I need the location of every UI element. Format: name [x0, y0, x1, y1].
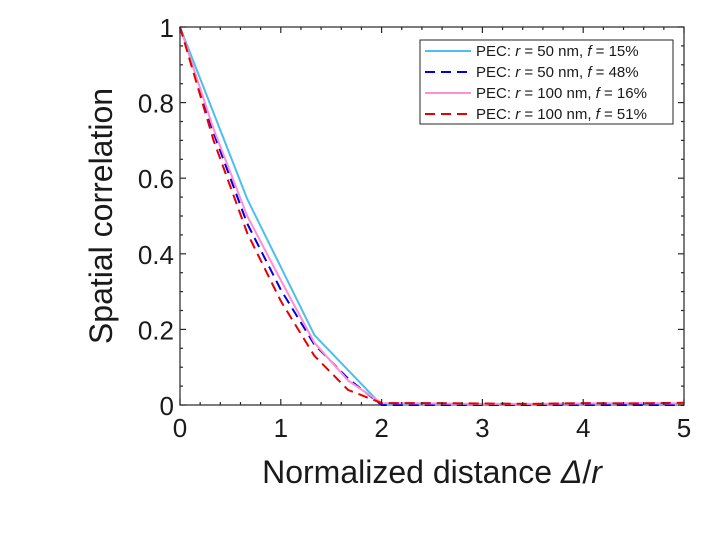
legend-entry: PEC: r = 50 nm, f = 15%	[425, 43, 639, 60]
x-tick-label: 4	[576, 413, 590, 443]
y-axis-label: Spatial correlation	[83, 88, 119, 344]
y-tick-label: 1	[160, 13, 174, 43]
x-tick-label: 1	[274, 413, 288, 443]
y-tick-label: 0.2	[138, 315, 174, 345]
y-tick-label: 0.8	[138, 89, 174, 119]
y-tick-label: 0.4	[138, 240, 174, 270]
legend-label: PEC: r = 50 nm, f = 48%	[476, 64, 639, 81]
x-tick-labels: 0 1 2 3 4 5	[173, 413, 691, 443]
legend-box	[419, 39, 674, 125]
y-tick-label: 0.6	[138, 164, 174, 194]
x-tick-label: 0	[173, 413, 187, 443]
x-axis-label-slash: /	[582, 454, 591, 490]
y-tick-labels: 0 0.2 0.4 0.6 0.8 1	[138, 13, 174, 421]
legend: PEC: r = 50 nm, f = 15% PEC: r = 50 nm, …	[419, 39, 674, 125]
y-tick-label: 0	[160, 391, 174, 421]
tick-layer	[179, 26, 685, 406]
legend-label: PEC: r = 100 nm, f = 51%	[476, 106, 647, 123]
x-tick-label: 2	[374, 413, 388, 443]
x-tick-label: 3	[475, 413, 489, 443]
x-axis-label-r: r	[591, 454, 603, 490]
legend-entry: PEC: r = 100 nm, f = 16%	[425, 85, 647, 102]
legend-entry: PEC: r = 50 nm, f = 48%	[425, 64, 639, 81]
x-axis-label: Normalized distance Δ/r	[262, 454, 603, 490]
legend-entry: PEC: r = 100 nm, f = 51%	[425, 106, 647, 123]
x-tick-label: 5	[677, 413, 691, 443]
x-axis-label-prefix: Normalized distance	[262, 454, 561, 490]
legend-label: PEC: r = 50 nm, f = 15%	[476, 43, 639, 60]
x-axis-label-delta: Δ	[560, 454, 582, 490]
series-line-2	[179, 26, 684, 406]
legend-label: PEC: r = 100 nm, f = 16%	[476, 85, 647, 102]
